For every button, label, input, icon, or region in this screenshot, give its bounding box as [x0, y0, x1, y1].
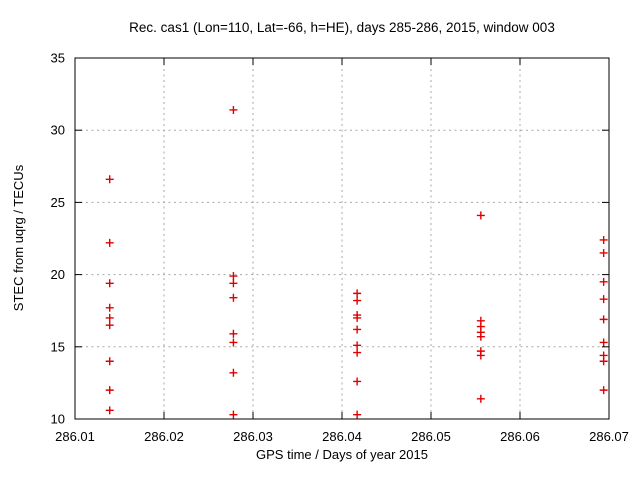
data-point-marker	[599, 338, 608, 347]
data-point-marker	[599, 295, 608, 304]
data-point-marker	[105, 238, 114, 247]
data-point-marker	[105, 357, 114, 366]
x-tick-label: 286.07	[589, 429, 629, 444]
data-point-marker	[229, 329, 238, 338]
data-point-marker	[229, 272, 238, 281]
data-point-marker	[105, 406, 114, 415]
data-point-marker	[599, 277, 608, 286]
x-tick-label: 286.05	[411, 429, 451, 444]
data-point-marker	[353, 341, 362, 350]
data-point-marker	[353, 377, 362, 386]
chart-title: Rec. cas1 (Lon=110, Lat=-66, h=HE), days…	[129, 20, 555, 35]
data-point-marker	[476, 394, 485, 403]
plot-border	[74, 57, 610, 420]
data-point-marker	[105, 279, 114, 288]
data-point-marker	[599, 357, 608, 366]
data-point-marker	[599, 386, 608, 395]
y-tick-label: 10	[51, 412, 65, 427]
x-tick-label: 286.06	[500, 429, 540, 444]
data-point-marker	[229, 293, 238, 302]
data-point-marker	[599, 235, 608, 244]
data-point-marker	[599, 315, 608, 324]
x-tick-label: 286.02	[144, 429, 184, 444]
x-tick-label: 286.04	[322, 429, 362, 444]
x-tick-label: 286.01	[55, 429, 95, 444]
data-point-marker	[105, 175, 114, 184]
y-tick-label: 15	[51, 339, 65, 354]
data-point-marker	[229, 105, 238, 114]
y-tick-label: 30	[51, 123, 65, 138]
data-point-marker	[353, 348, 362, 357]
data-point-marker	[353, 410, 362, 419]
x-axis-label: GPS time / Days of year 2015	[256, 447, 428, 462]
data-point-marker	[476, 211, 485, 220]
data-point-marker	[353, 296, 362, 305]
data-point-marker	[353, 325, 362, 334]
data-point-marker	[229, 338, 238, 347]
data-point-marker	[105, 386, 114, 395]
data-point-marker	[353, 289, 362, 298]
data-point-marker	[229, 410, 238, 419]
data-point-marker	[353, 313, 362, 322]
y-tick-label: 25	[51, 195, 65, 210]
data-point-marker	[476, 332, 485, 341]
data-point-marker	[105, 313, 114, 322]
y-tick-label: 20	[51, 267, 65, 282]
x-tick-label: 286.03	[233, 429, 273, 444]
data-point-marker	[229, 368, 238, 377]
y-tick-label: 35	[51, 51, 65, 66]
data-point-marker	[229, 279, 238, 288]
data-point-marker	[105, 321, 114, 330]
data-point-marker	[105, 303, 114, 312]
data-point-marker	[599, 248, 608, 257]
data-point-marker	[476, 351, 485, 360]
